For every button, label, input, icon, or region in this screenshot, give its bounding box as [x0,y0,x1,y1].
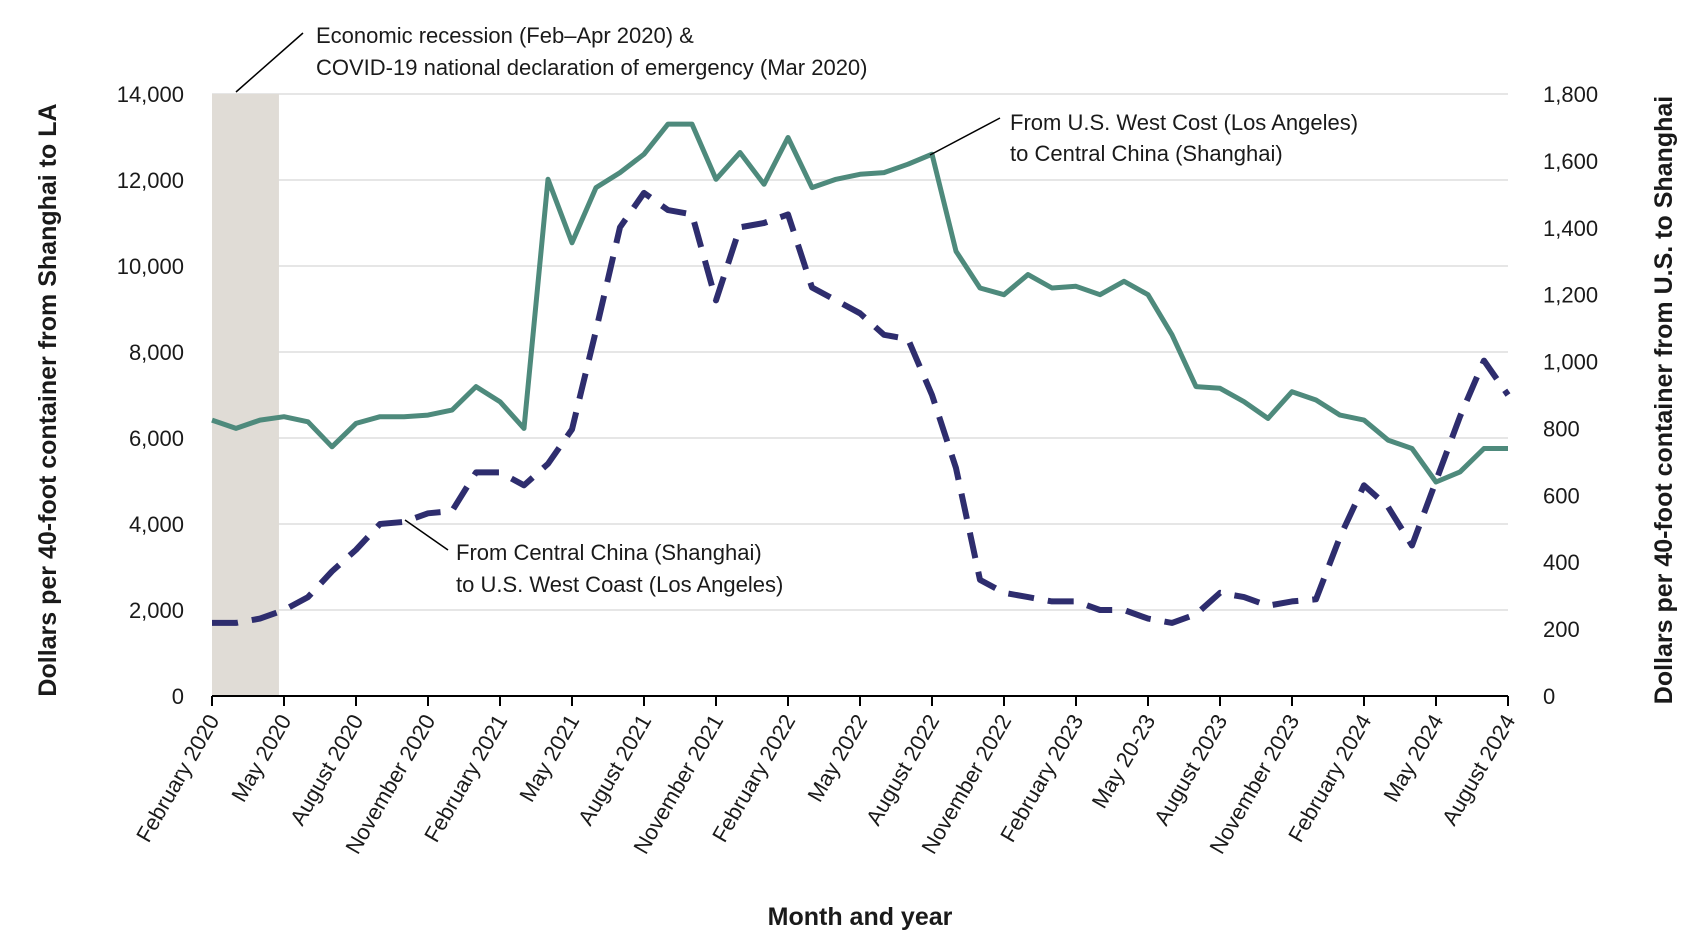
right-y-tick-label: 400 [1543,550,1580,575]
us-to-china-leader-line [929,117,1001,156]
right-y-tick-label: 1,200 [1543,283,1598,308]
x-tick-label: May 2022 [802,710,872,806]
left-y-tick-labels: 0 2,000 4,000 6,000 8,000 10,000 12,000 14,000 [117,82,184,709]
x-tick-label: August 2023 [1149,710,1232,829]
right-y-tick-label: 0 [1543,684,1555,709]
right-y-tick-label: 800 [1543,416,1580,441]
left-y-tick-label: 6,000 [129,426,184,451]
gridlines [212,93,1508,611]
us-to-china-label-line2: to Central China (Shanghai) [1010,141,1283,166]
right-y-tick-label: 1,800 [1543,82,1598,107]
x-tick-label: August 2021 [573,710,656,829]
us-to-china-label-line1: From U.S. West Cost (Los Angeles) [1010,110,1358,135]
left-y-tick-label: 4,000 [129,512,184,537]
x-tick-label: August 2022 [861,710,944,829]
us-to-china-line [211,121,1508,485]
annotations [235,32,1001,551]
x-axis-title: Month and year [768,903,953,931]
recession-leader-line [235,32,304,93]
x-tick-label: May 2020 [226,710,296,806]
series-lines [211,121,1511,626]
x-tick-label: May 20-23 [1087,710,1161,813]
recession-shading [212,94,279,696]
recession-label-line1: Economic recession (Feb–Apr 2020) & [316,23,694,48]
right-y-tick-label: 1,400 [1543,216,1598,241]
china-to-us-leader-line [404,519,449,551]
china-to-us-label-line2: to U.S. West Coast (Los Angeles) [456,572,783,597]
x-tick-label: May 2021 [514,710,584,806]
x-tick-label: August 2024 [1437,710,1520,829]
left-y-tick-label: 10,000 [117,254,184,279]
left-y-tick-label: 2,000 [129,598,184,623]
x-tick-label: May 2024 [1378,710,1448,806]
left-y-tick-label: 14,000 [117,82,184,107]
china-to-us-line [212,189,1511,626]
left-y-tick-label: 0 [172,684,184,709]
right-y-tick-labels: 0 200 400 600 800 1,000 1,200 1,400 1,600 1,800 [1543,82,1598,709]
china-to-us-label-line1: From Central China (Shanghai) [456,540,762,565]
x-tick-label: August 2020 [285,710,368,829]
left-y-axis-title: Dollars per 40-foot container from Shang… [34,103,62,696]
right-y-tick-label: 200 [1543,617,1580,642]
recession-shade [212,94,279,696]
right-y-tick-label: 1,600 [1543,149,1598,174]
axes [211,695,1509,706]
left-y-tick-label: 12,000 [117,168,184,193]
left-y-tick-label: 8,000 [129,340,184,365]
right-y-tick-label: 1,000 [1543,350,1598,375]
x-tick-label: February 2020 [131,710,224,846]
right-y-tick-label: 600 [1543,483,1580,508]
right-y-axis-title: Dollars per 40-foot container from U.S. … [1650,96,1678,704]
recession-label-line2: COVID-19 national declaration of emergen… [316,55,868,80]
